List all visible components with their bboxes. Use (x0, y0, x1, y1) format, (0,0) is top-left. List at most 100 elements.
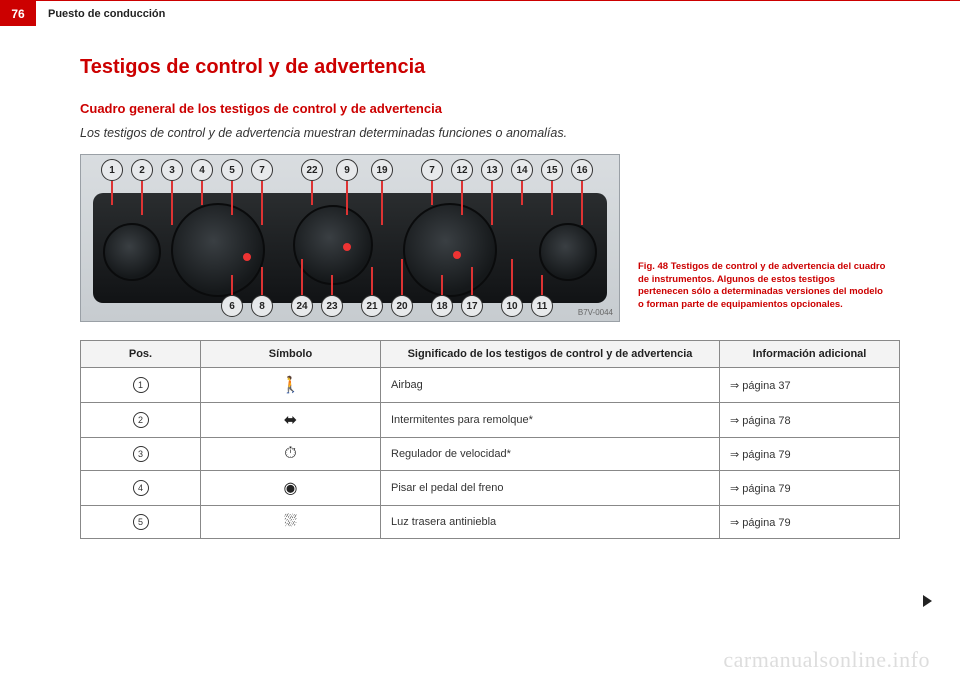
callout-line (311, 181, 313, 205)
cell-symbol: ⏱ (201, 438, 381, 471)
th-meaning: Significado de los testigos de control y… (381, 341, 720, 368)
callout-circle: 21 (361, 295, 383, 317)
callout-line (171, 181, 173, 225)
warning-dot (243, 253, 251, 261)
callout-circle: 15 (541, 159, 563, 181)
callout-circle: 10 (501, 295, 523, 317)
cell-pos: 2 (81, 403, 201, 438)
page-header: 76 Puesto de conducción (0, 0, 960, 26)
table-row: 5 ⛆ Luz trasera antiniebla⇒ página 79 (81, 506, 900, 539)
th-pos: Pos. (81, 341, 201, 368)
pos-number: 4 (133, 480, 149, 496)
callout-circle: 20 (391, 295, 413, 317)
gauge-right-small (539, 223, 597, 281)
cell-info: ⇒ página 79 (720, 506, 900, 539)
table-row: 2 ⬌ Intermitentes para remolque*⇒ página 7… (81, 403, 900, 438)
callout-line (261, 181, 263, 225)
callout-circle: 6 (221, 295, 243, 317)
gauge-left-small (103, 223, 161, 281)
callout-line (521, 181, 523, 205)
cell-symbol: 🚶 (201, 368, 381, 403)
figure-caption: Fig. 48 Testigos de control y de adverte… (638, 261, 888, 322)
callout-line (381, 181, 383, 225)
callout-circle: 23 (321, 295, 343, 317)
warning-lights-table: Pos. Símbolo Significado de los testigos… (80, 340, 900, 539)
cell-info: ⇒ página 79 (720, 471, 900, 506)
callout-line (551, 181, 553, 215)
callout-line (231, 181, 233, 215)
callout-circle: 13 (481, 159, 503, 181)
lead-text: Los testigos de control y de advertencia… (80, 126, 900, 140)
section-title: Puesto de conducción (36, 1, 165, 26)
cell-meaning: Regulador de velocidad* (381, 438, 720, 471)
callout-circle: 7 (251, 159, 273, 181)
watermark: carmanualsonline.info (723, 647, 930, 673)
cell-meaning: Airbag (381, 368, 720, 403)
table-row: 1 🚶Airbag⇒ página 37 (81, 368, 900, 403)
callout-circle: 8 (251, 295, 273, 317)
callout-line (371, 267, 373, 295)
callout-circle: 14 (511, 159, 533, 181)
brake-pedal-icon: ◉ (284, 478, 298, 498)
callout-circle: 7 (421, 159, 443, 181)
callout-line (261, 267, 263, 295)
cell-symbol: ⬌ (201, 403, 381, 438)
image-code: B7V-0044 (578, 308, 613, 317)
cell-info: ⇒ página 79 (720, 438, 900, 471)
cruise-control-icon: ⏱ (284, 445, 296, 463)
callout-circle: 4 (191, 159, 213, 181)
callout-line (471, 267, 473, 295)
sub-heading: Cuadro general de los testigos de contro… (80, 101, 900, 116)
continue-arrow-icon (923, 595, 932, 607)
callout-line (511, 259, 513, 295)
th-symbol: Símbolo (201, 341, 381, 368)
cell-pos: 4 (81, 471, 201, 506)
callout-line (141, 181, 143, 215)
callout-line (541, 275, 543, 295)
callout-circle: 3 (161, 159, 183, 181)
pos-number: 3 (133, 446, 149, 462)
th-info: Información adicional (720, 341, 900, 368)
page-number: 76 (0, 1, 36, 26)
gauge-speedometer (403, 203, 497, 297)
cell-meaning: Luz trasera antiniebla (381, 506, 720, 539)
callout-circle: 1 (101, 159, 123, 181)
callout-line (346, 181, 348, 215)
callout-circle: 2 (131, 159, 153, 181)
table-row: 4 ◉ Pisar el pedal del freno⇒ página 79 (81, 471, 900, 506)
callout-line (581, 181, 583, 225)
pos-number: 5 (133, 514, 149, 530)
callout-circle: 24 (291, 295, 313, 317)
cell-info: ⇒ página 37 (720, 368, 900, 403)
cell-symbol: ◉ (201, 471, 381, 506)
callout-line (401, 259, 403, 295)
gauge-center (293, 205, 373, 285)
callout-line (441, 275, 443, 295)
instrument-cluster-figure: B7V-0044 1234572291971213141516682423212… (80, 154, 620, 322)
callout-line (331, 275, 333, 295)
callout-line (231, 275, 233, 295)
callout-line (301, 259, 303, 295)
callout-line (201, 181, 203, 205)
cell-symbol: ⛆ (201, 506, 381, 539)
rear-fog-light-icon: ⛆ (284, 513, 297, 531)
main-heading: Testigos de control y de advertencia (80, 56, 900, 79)
callout-line (431, 181, 433, 205)
callout-line (111, 181, 113, 205)
cell-meaning: Intermitentes para remolque* (381, 403, 720, 438)
callout-circle: 19 (371, 159, 393, 181)
warning-dot (453, 251, 461, 259)
callout-circle: 5 (221, 159, 243, 181)
cell-pos: 3 (81, 438, 201, 471)
callout-circle: 9 (336, 159, 358, 181)
cell-info: ⇒ página 78 (720, 403, 900, 438)
cell-meaning: Pisar el pedal del freno (381, 471, 720, 506)
callout-circle: 12 (451, 159, 473, 181)
gauge-tachometer (171, 203, 265, 297)
pos-number: 1 (133, 377, 149, 393)
trailer-indicator-icon: ⬌ (284, 410, 297, 430)
callout-circle: 18 (431, 295, 453, 317)
cell-pos: 1 (81, 368, 201, 403)
warning-dot (343, 243, 351, 251)
cell-pos: 5 (81, 506, 201, 539)
